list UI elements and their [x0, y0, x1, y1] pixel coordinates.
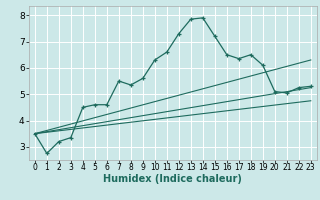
X-axis label: Humidex (Indice chaleur): Humidex (Indice chaleur) [103, 174, 242, 184]
